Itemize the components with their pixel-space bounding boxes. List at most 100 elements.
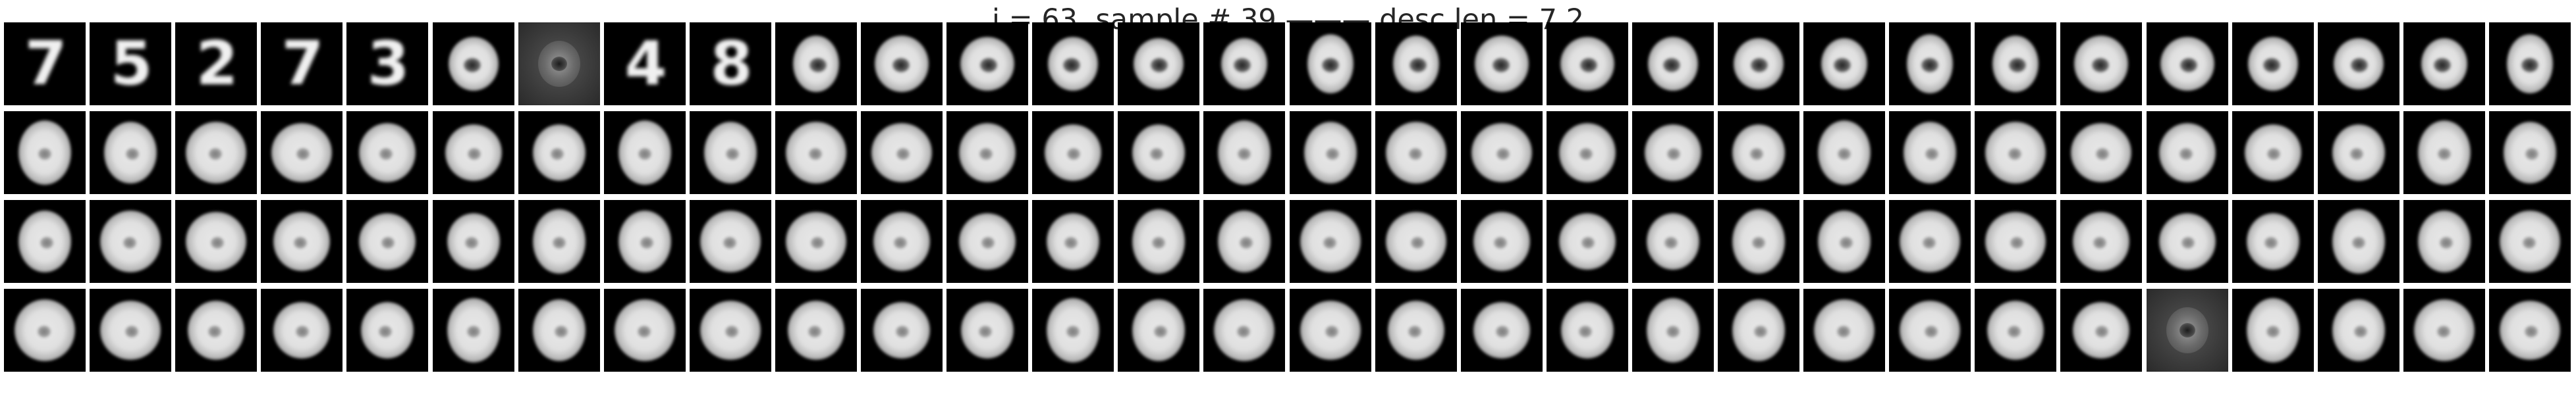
digit-dark-center — [1496, 148, 1510, 160]
sample-tile — [1203, 200, 1285, 283]
digit-dark-center — [40, 237, 53, 249]
digit-dark-center — [379, 148, 393, 160]
sample-tile — [2489, 111, 2571, 194]
digit-dark-center — [811, 237, 824, 249]
sample-tile — [1718, 111, 1799, 194]
sample-tile — [2232, 111, 2314, 194]
digit-dark-center — [892, 58, 910, 72]
digit-dark-center — [125, 326, 138, 338]
digit-dark-center — [2352, 237, 2365, 249]
digit-dark-center — [553, 237, 566, 249]
sample-tile — [433, 111, 514, 194]
sample-tile — [433, 200, 514, 283]
sample-tile — [1547, 22, 1628, 105]
sample-tile — [775, 22, 857, 105]
sample-tile — [90, 200, 171, 283]
digit-dark-center — [468, 148, 481, 160]
digit-dark-center — [638, 148, 651, 160]
sample-tile — [1975, 200, 2056, 283]
digit-dark-center — [2440, 237, 2453, 249]
sample-tile — [1118, 200, 1199, 283]
sample-tile — [775, 111, 857, 194]
digit-dark-center — [1580, 58, 1597, 72]
sample-tile — [2403, 289, 2485, 372]
digit-dark-center — [296, 148, 310, 160]
sample-tile — [604, 289, 686, 372]
digit-dark-center — [2521, 58, 2538, 72]
digit-dark-center — [1410, 58, 1427, 72]
digit-dark-center — [1154, 326, 1167, 338]
sample-tile — [1889, 200, 1971, 283]
sample-tile — [2147, 111, 2228, 194]
sample-tile — [1032, 22, 1114, 105]
digit-dark-center — [1496, 326, 1509, 338]
sample-tile — [1375, 200, 1457, 283]
sample-tile — [1290, 22, 1371, 105]
digit-shape: 8 — [710, 28, 753, 99]
digit-dark-center — [1923, 237, 1936, 249]
sample-tile — [518, 200, 600, 283]
sample-tile — [1118, 22, 1199, 105]
sample-tile — [175, 200, 257, 283]
sample-tile — [946, 289, 1028, 372]
sample-tile — [2147, 200, 2228, 283]
sample-tile — [90, 289, 171, 372]
digit-dark-center — [1666, 326, 1680, 338]
digit-dark-center — [1325, 326, 1338, 338]
sample-tile — [2318, 289, 2399, 372]
digit-dark-center — [1834, 58, 1851, 72]
sample-tile — [90, 111, 171, 194]
digit-dark-center — [38, 148, 51, 160]
digit-dark-center — [2009, 58, 2026, 72]
digit-dark-center — [551, 57, 567, 71]
sample-tile — [861, 289, 943, 372]
sample-tile — [2147, 289, 2228, 372]
digit-dark-center — [551, 148, 564, 160]
sample-tile — [518, 289, 600, 372]
digit-dark-center — [894, 237, 907, 249]
digit-dark-center — [1837, 326, 1850, 338]
sample-tile — [1203, 22, 1285, 105]
sample-tile — [2318, 111, 2399, 194]
digit-dark-center — [1322, 58, 1339, 72]
sample-tile — [690, 200, 771, 283]
sample-tile — [1203, 289, 1285, 372]
digit-dark-center — [1838, 148, 1851, 160]
digit-dark-center — [2008, 326, 2021, 338]
sample-tile: 4 — [604, 22, 686, 105]
digit-dark-center — [2350, 148, 2363, 160]
sample-tile — [775, 289, 857, 372]
digit-dark-center — [1234, 58, 1251, 72]
sample-tile: 3 — [346, 22, 428, 105]
sample-tile — [1718, 289, 1799, 372]
digit-dark-center — [1151, 58, 1168, 72]
digit-dark-center — [809, 148, 822, 160]
digit-dark-center — [2008, 148, 2021, 160]
sample-tile — [946, 22, 1028, 105]
sample-tile — [1975, 22, 2056, 105]
sample-tile — [690, 289, 771, 372]
digit-dark-center — [640, 237, 653, 249]
digit-dark-center — [1493, 58, 1510, 72]
sample-tile — [1118, 289, 1199, 372]
digit-dark-center — [555, 326, 568, 338]
digit-dark-center — [465, 237, 478, 249]
sample-tile — [1803, 111, 1885, 194]
digit-dark-center — [123, 237, 136, 249]
digit-dark-center — [2264, 237, 2278, 249]
sample-tile — [2403, 111, 2485, 194]
digit-dark-center — [1494, 237, 1507, 249]
digit-dark-center — [211, 237, 224, 249]
digit-dark-center — [464, 58, 481, 72]
digit-shape: 5 — [110, 28, 153, 99]
digit-dark-center — [2096, 148, 2109, 160]
sample-tile — [775, 200, 857, 283]
sample-tile — [1889, 289, 1971, 372]
sample-tile — [1032, 200, 1114, 283]
sample-tile — [4, 200, 86, 283]
sample-tile — [1032, 289, 1114, 372]
digit-dark-center — [1579, 148, 1593, 160]
sample-tile — [1632, 111, 1714, 194]
sample-tile — [861, 111, 943, 194]
digit-dark-center — [2523, 237, 2536, 249]
